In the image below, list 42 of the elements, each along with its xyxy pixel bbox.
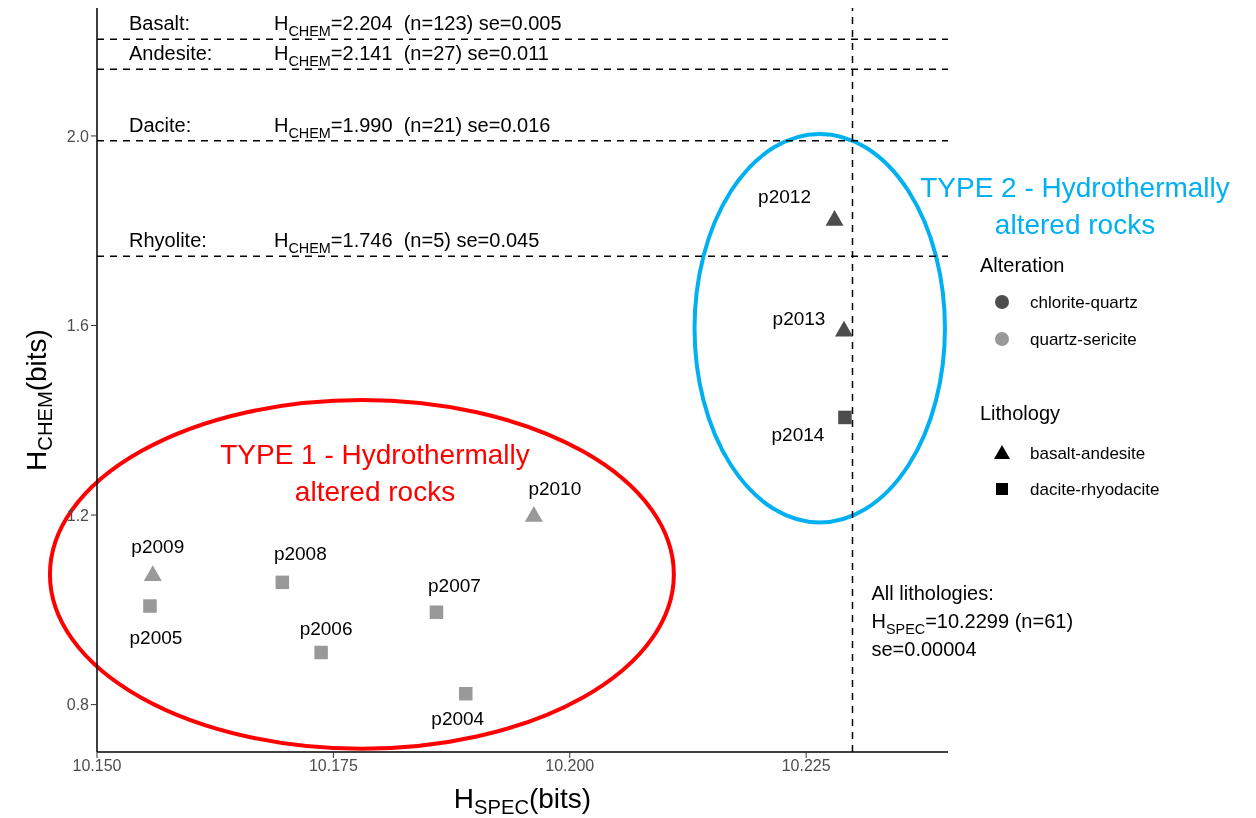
annotation: p2014 xyxy=(771,424,825,446)
text: Rhyolite: H$_{CHEM}$=1.746 (n=5) se=0.045 xyxy=(129,229,540,257)
annotation: TYPE 1 - Hydrothermally altered rocks xyxy=(220,439,530,507)
point xyxy=(838,410,852,425)
annotation: p2006 xyxy=(299,618,353,640)
annotation: p2013 xyxy=(772,307,826,329)
x-tick-label: 10.175 xyxy=(308,757,358,775)
annotation: p2007 xyxy=(428,575,481,597)
legend-label: quartz-sericite xyxy=(1030,330,1137,349)
annotation: p2008 xyxy=(273,543,327,565)
text: dacite-rhyodacite xyxy=(1030,480,1160,499)
point xyxy=(524,506,543,522)
x-tick-label: 10.150 xyxy=(72,757,122,775)
point xyxy=(314,645,328,660)
ref-line-label: All lithologies: H$_{SPEC}$=10.2299 (n=61) se=0.00004 xyxy=(871,582,1074,660)
x-axis-title: H$_{SPEC}$(bits) xyxy=(453,783,592,818)
y-tick-label: 1.6 xyxy=(66,317,90,335)
annotation: p2009 xyxy=(131,536,185,558)
point xyxy=(459,686,473,701)
legend-title: Alteration xyxy=(980,254,1065,276)
point xyxy=(275,575,290,590)
y-tick-label: 1.2 xyxy=(66,506,90,524)
text: Lithology xyxy=(980,402,1061,424)
annotation: TYPE 2 - Hydrothermally altered rocks xyxy=(920,172,1230,240)
annotation: p2012 xyxy=(758,185,811,207)
legend-label: chlorite-quartz xyxy=(1030,293,1138,312)
text: Basalt: H$_{CHEM}$=2.204 (n=123) se=0.005 xyxy=(129,12,562,40)
text: Andesite: H$_{CHEM}$=2.141 (n=27) se=0.011 xyxy=(129,42,549,70)
point xyxy=(825,209,844,226)
annotation: p2005 xyxy=(129,627,183,649)
point xyxy=(429,605,444,619)
text: basalt-andesite xyxy=(1030,444,1146,463)
annotation: p2010 xyxy=(528,478,582,500)
point xyxy=(834,320,853,337)
x-tick-label: 10.225 xyxy=(781,757,831,775)
text: Dacite: H$_{CHEM}$=1.990 (n=21) se=0.016 xyxy=(129,113,551,141)
x-tick-label: 10.200 xyxy=(545,757,595,775)
point xyxy=(143,599,157,613)
annotation: p2004 xyxy=(431,707,485,729)
point xyxy=(143,565,162,582)
y-tick-label: 2.0 xyxy=(66,127,90,145)
y-tick-label: 0.8 xyxy=(66,696,90,714)
